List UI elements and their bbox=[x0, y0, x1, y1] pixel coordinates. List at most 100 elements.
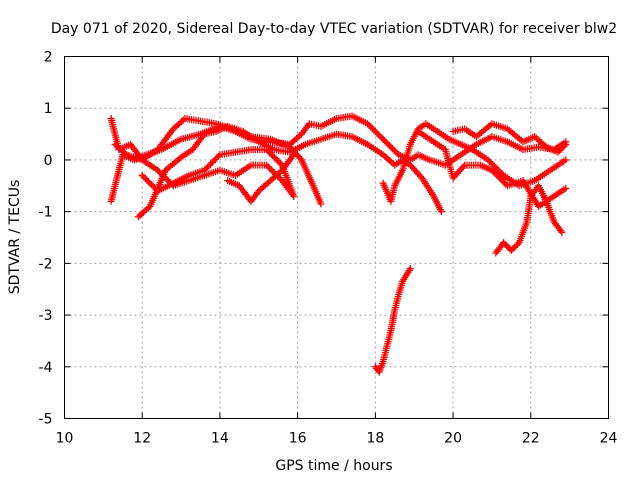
data-point bbox=[486, 157, 494, 165]
data-point bbox=[374, 131, 382, 139]
data-point bbox=[154, 166, 162, 174]
data-point bbox=[384, 140, 392, 148]
data-point bbox=[558, 228, 566, 236]
data-point bbox=[144, 178, 152, 186]
data-point bbox=[385, 141, 393, 149]
series-s11 bbox=[492, 182, 566, 257]
data-point bbox=[149, 182, 157, 190]
data-point bbox=[492, 164, 500, 172]
series-s9 bbox=[414, 127, 570, 210]
data-point bbox=[143, 176, 151, 184]
data-point bbox=[379, 135, 387, 143]
data-point bbox=[554, 148, 562, 156]
data-point bbox=[378, 134, 386, 142]
plot-frame bbox=[64, 56, 609, 419]
x-tick-label: 20 bbox=[444, 431, 462, 447]
data-point bbox=[205, 162, 213, 170]
data-point bbox=[490, 162, 498, 170]
data-point bbox=[213, 154, 221, 162]
data-point bbox=[495, 167, 503, 175]
data-point bbox=[207, 160, 215, 168]
y-tick-label: -3 bbox=[39, 308, 53, 324]
x-tick-label: 16 bbox=[289, 431, 307, 447]
y-tick-label: -2 bbox=[39, 256, 53, 272]
x-axis-label: GPS time / hours bbox=[275, 458, 392, 474]
data-point bbox=[148, 181, 156, 189]
data-point bbox=[203, 163, 211, 171]
data-point bbox=[365, 121, 373, 129]
y-tick-label: 2 bbox=[44, 50, 53, 66]
x-tick-label: 14 bbox=[211, 431, 229, 447]
series-s7 bbox=[371, 265, 414, 376]
data-point bbox=[496, 168, 504, 176]
data-point bbox=[491, 169, 499, 177]
data-point bbox=[264, 163, 272, 171]
data-points bbox=[107, 112, 570, 376]
data-point bbox=[501, 240, 509, 248]
data-point bbox=[273, 156, 281, 164]
x-tick-labels: 10 12 14 16 18 20 22 24 bbox=[56, 431, 618, 447]
data-point bbox=[269, 167, 277, 175]
series-s2 bbox=[107, 115, 298, 200]
series-s5 bbox=[138, 146, 298, 200]
data-point bbox=[138, 171, 146, 179]
data-point bbox=[210, 157, 218, 165]
data-point bbox=[266, 149, 274, 157]
data-point bbox=[367, 123, 375, 131]
y-tick-label: -4 bbox=[39, 360, 53, 376]
data-point bbox=[368, 124, 376, 132]
data-point bbox=[141, 175, 149, 183]
data-point bbox=[270, 153, 278, 161]
y-tick-label: 0 bbox=[44, 153, 53, 169]
data-point bbox=[373, 129, 381, 137]
series-s4 bbox=[134, 122, 445, 221]
data-point bbox=[556, 147, 564, 155]
data-point bbox=[499, 177, 507, 185]
data-point bbox=[500, 239, 508, 247]
data-point bbox=[507, 246, 515, 254]
data-point bbox=[264, 147, 272, 155]
data-point bbox=[202, 165, 210, 173]
data-point bbox=[390, 146, 398, 154]
data-point bbox=[510, 243, 518, 251]
data-point bbox=[371, 127, 379, 135]
data-point bbox=[275, 158, 283, 166]
data-point bbox=[512, 242, 520, 250]
data-point bbox=[503, 242, 511, 250]
data-point bbox=[381, 137, 389, 145]
series-s3 bbox=[111, 115, 325, 208]
data-point bbox=[489, 161, 497, 169]
data-point bbox=[509, 245, 517, 253]
data-point bbox=[200, 166, 208, 174]
data-point bbox=[267, 166, 275, 174]
data-point bbox=[459, 163, 467, 171]
data-point bbox=[488, 166, 496, 174]
data-point bbox=[392, 148, 400, 156]
data-point bbox=[541, 142, 549, 150]
data-point bbox=[559, 144, 567, 152]
data-point bbox=[562, 156, 570, 164]
data-point bbox=[163, 176, 171, 184]
y-tick-label: -1 bbox=[39, 205, 53, 221]
x-tick-label: 10 bbox=[56, 431, 74, 447]
data-point bbox=[272, 155, 280, 163]
data-point bbox=[121, 149, 129, 157]
data-point bbox=[489, 168, 497, 176]
data-point bbox=[496, 174, 504, 182]
data-point bbox=[277, 160, 285, 168]
y-tick-label: 1 bbox=[44, 101, 53, 117]
data-point bbox=[214, 152, 222, 160]
data-point bbox=[146, 179, 154, 187]
y-tick-labels: 2 1 0 -1 -2 -3 -4 -5 bbox=[39, 50, 53, 428]
data-point bbox=[562, 184, 570, 192]
x-tick-label: 24 bbox=[600, 431, 618, 447]
data-point bbox=[179, 116, 187, 124]
data-point bbox=[290, 192, 298, 200]
data-point bbox=[370, 126, 378, 134]
data-point bbox=[500, 179, 508, 187]
data-point bbox=[296, 154, 304, 162]
data-point bbox=[560, 142, 568, 150]
data-point bbox=[263, 146, 271, 154]
data-point bbox=[493, 165, 501, 173]
